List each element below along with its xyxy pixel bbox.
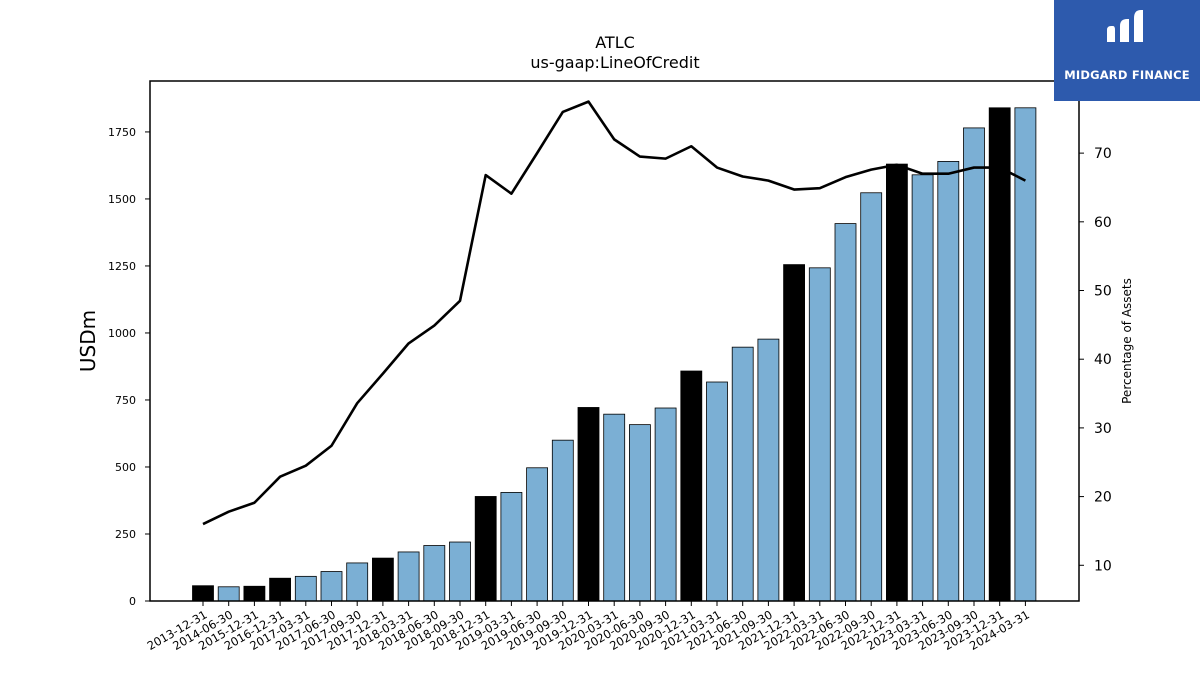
bar: [963, 127, 985, 602]
y2-tick-label: 70: [1094, 146, 1112, 162]
bar: [937, 161, 960, 602]
bar: [1014, 107, 1037, 602]
bar: [757, 338, 780, 602]
y-tick-label: 1500: [108, 193, 136, 206]
y-tick-label: 500: [115, 461, 136, 474]
bar: [629, 424, 651, 602]
brand-logo: MIDGARD FINANCE: [1054, 0, 1200, 101]
bar: [783, 264, 805, 602]
chart-title: ATLC: [595, 33, 635, 52]
bar: [449, 541, 471, 602]
bar: [808, 267, 831, 602]
bar: [294, 575, 317, 602]
bar: [988, 107, 1011, 602]
bar: [551, 439, 574, 602]
bar: [192, 585, 214, 602]
y2-tick-label: 40: [1094, 352, 1112, 368]
bar: [860, 192, 883, 602]
bar: [397, 551, 420, 602]
axes-group: 0 250 500 750 1000 1250 1500 1750 10 20 30 40 50 60 70…: [108, 80, 1112, 653]
bar: [474, 496, 497, 602]
bar: [886, 163, 908, 602]
bar: [680, 370, 703, 602]
y-tick-label: 1750: [108, 126, 136, 139]
bar: [243, 585, 266, 602]
bar: [603, 413, 626, 602]
y2-tick-label: 50: [1094, 284, 1112, 300]
bar: [346, 562, 369, 602]
bar: [834, 223, 857, 602]
bar: [500, 492, 523, 602]
line-group: [202, 100, 1026, 526]
bar: [526, 467, 548, 602]
y2-tick-label: 30: [1094, 421, 1112, 437]
y2-tick-label: 10: [1094, 558, 1112, 574]
y-tick-label: 250: [115, 528, 136, 541]
chart-subtitle: us-gaap:LineOfCredit: [530, 53, 699, 72]
brand-name: MIDGARD FINANCE: [1064, 68, 1190, 82]
bar: [269, 577, 292, 602]
mf-logo-icon: [1107, 10, 1143, 42]
bar: [911, 174, 934, 602]
y2-axis-label: Percentage of Assets: [1120, 278, 1134, 404]
y-tick-label: 1000: [108, 327, 136, 340]
bar: [320, 571, 343, 602]
bar: [731, 346, 754, 602]
y-axis-label: USDm: [76, 310, 100, 372]
bar: [577, 407, 600, 602]
bar: [217, 586, 240, 602]
y2-tick-label: 60: [1094, 215, 1112, 231]
bar: [423, 545, 446, 602]
bars-group: [192, 107, 1037, 602]
y-tick-label: 1250: [108, 260, 136, 273]
bar: [654, 407, 677, 602]
y-tick-label: 750: [115, 394, 136, 407]
bar: [706, 381, 728, 602]
bar: [371, 557, 394, 602]
y-tick-label: 0: [129, 595, 136, 608]
y2-tick-label: 20: [1094, 490, 1112, 506]
line-series-percentage-of-assets: [202, 100, 1026, 526]
